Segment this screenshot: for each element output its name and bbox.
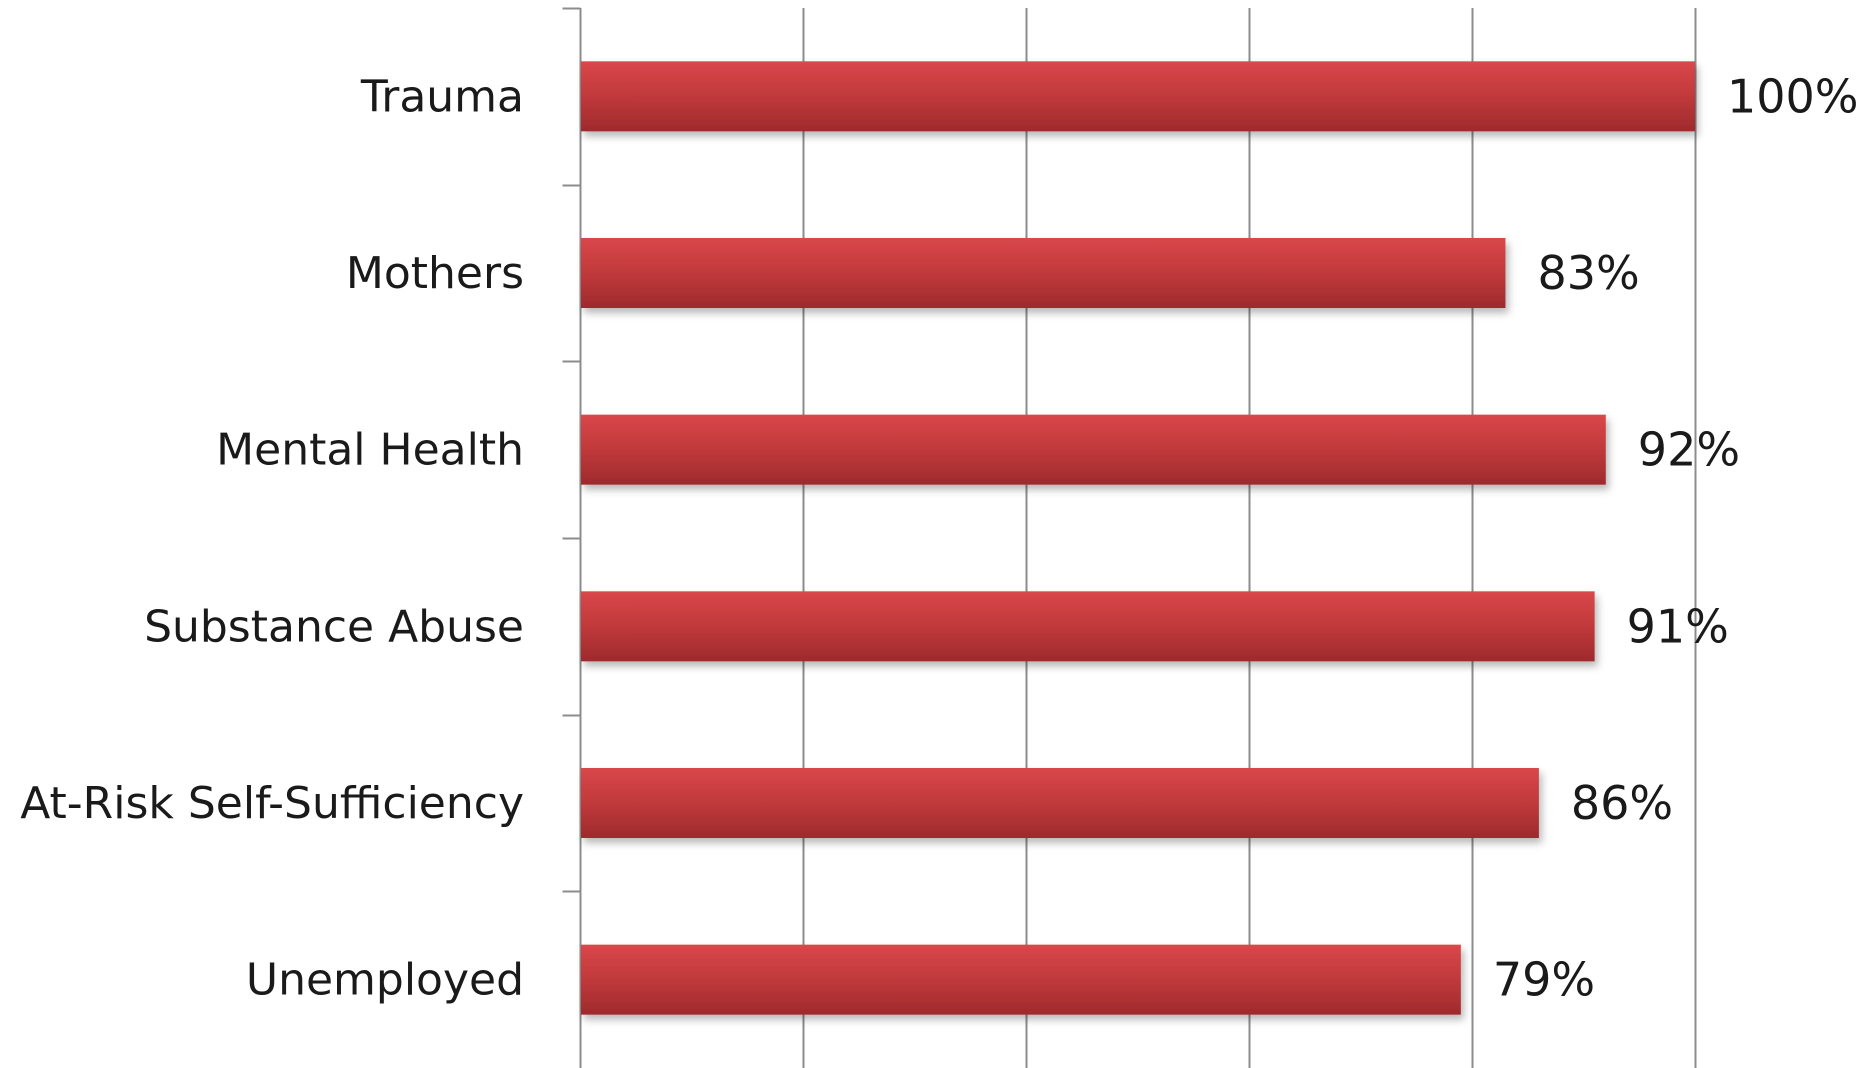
data-label: 86%: [1571, 776, 1673, 830]
category-label: Mental Health: [216, 425, 524, 476]
gridlines: [802, 8, 1697, 1068]
bar-substance-abuse: [581, 591, 1595, 662]
category-labels: Trauma Mothers Mental Health Substance Abus…: [20, 71, 524, 1005]
bar-trauma: [581, 61, 1695, 132]
data-label: 83%: [1537, 246, 1639, 300]
category-label: Unemployed: [246, 955, 524, 1006]
value-labels: 100% 83% 92% 91% 86% 79%: [1493, 69, 1859, 1006]
category-label: Mothers: [346, 248, 524, 299]
bars: [581, 61, 1695, 1015]
category-label: Trauma: [360, 71, 524, 122]
data-label: 92%: [1638, 423, 1740, 477]
category-label: Substance Abuse: [144, 601, 524, 652]
data-label: 100%: [1727, 69, 1859, 123]
data-label: 91%: [1627, 599, 1729, 653]
bar-unemployed: [581, 944, 1461, 1015]
bar-mental-health: [581, 414, 1606, 485]
category-label: At-Risk Self-Sufficiency: [20, 778, 524, 829]
y-axis: [562, 7, 582, 1068]
bar-mothers: [581, 238, 1506, 308]
bar-at-risk-self-sufficiency: [581, 768, 1539, 838]
data-label: 79%: [1493, 953, 1595, 1007]
